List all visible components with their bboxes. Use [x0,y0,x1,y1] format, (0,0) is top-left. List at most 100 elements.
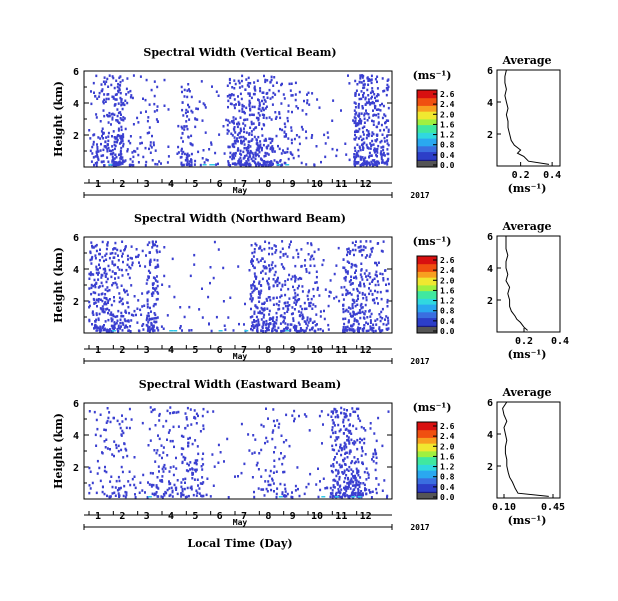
average-title: Average [501,54,551,67]
data-cell [364,103,367,106]
data-cell [277,89,280,93]
data-cell [116,419,119,423]
data-cell [380,155,383,159]
data-cell [275,296,278,299]
data-cell [366,134,369,137]
data-cell [113,247,116,250]
data-cell [249,297,252,301]
data-cell [258,452,261,455]
data-cell [380,161,383,164]
data-cell [256,147,259,150]
data-cell [233,106,236,110]
data-cell [293,288,296,292]
data-cell [119,318,122,321]
data-cell [177,151,180,154]
data-cell [282,315,285,319]
data-cell [292,256,295,259]
data-cell [290,82,293,85]
data-cell [130,319,133,322]
data-cell [382,240,385,243]
data-cell [152,282,155,285]
colorbar-segment [417,294,437,297]
data-cell [371,131,374,134]
data-cell [201,457,204,461]
data-cell [112,159,115,162]
data-cell [103,428,106,431]
data-cell [274,264,277,268]
data-cell [262,488,265,491]
data-cell [372,323,375,326]
data-cell [154,279,157,282]
data-cell [250,307,252,311]
data-cell [172,425,175,429]
data-cell [306,93,308,96]
data-cell [372,123,375,126]
data-cell [156,251,159,254]
data-cell [101,274,104,277]
data-cell [106,147,109,151]
data-cell [248,94,251,97]
data-cell [110,324,113,328]
data-cell [177,124,180,128]
data-cell [273,465,276,468]
data-cell [370,312,373,316]
data-cell [338,475,341,479]
data-cell [269,163,272,167]
colorbar-segment [417,487,437,490]
data-cell [99,479,102,483]
data-cell [111,152,114,156]
colorbar-segment [417,460,437,463]
data-cell [265,322,268,326]
data-cell [351,496,356,498]
data-cell [261,127,263,131]
data-cell [113,321,116,324]
data-cell [151,134,153,138]
data-cell [201,316,204,319]
data-cell [248,92,251,95]
data-cell [183,152,186,156]
data-cell [364,256,367,259]
data-cell [163,494,166,497]
data-cell [228,145,231,149]
day-tick-label: 2 [119,511,125,522]
data-cell [217,248,220,251]
data-cell [95,113,98,116]
data-cell [380,139,383,143]
data-cell [351,306,354,310]
data-cell [157,292,160,295]
data-cell [235,103,237,106]
data-cell [102,80,105,83]
average-x-tick-label: 0.45 [541,502,565,513]
data-cell [262,123,265,126]
data-cell [386,495,388,499]
data-cell [344,326,347,329]
average-y-tick-label: 4 [487,264,493,275]
data-cell [110,317,113,320]
data-cell [264,265,267,269]
data-cell [257,162,260,165]
data-cell [142,155,145,159]
data-cell [387,119,390,122]
data-cell [365,321,368,324]
data-cell [120,103,123,107]
data-cell [240,159,243,162]
data-cell [99,329,102,333]
data-cell [359,304,362,307]
data-cell [379,141,382,144]
data-cell [94,257,97,260]
data-cell [300,248,303,251]
data-cell [301,285,304,288]
average-profile-line [505,236,528,331]
data-cell [132,74,135,77]
data-cell [184,111,187,115]
data-cell [182,478,185,481]
data-cell [126,319,129,323]
day-tick-label: 12 [360,179,372,190]
data-cell [357,414,359,418]
colorbar-segment [417,143,437,147]
data-cell [105,302,108,306]
colorbar-segment [417,161,437,167]
data-cell [110,83,113,87]
data-cell [240,97,243,101]
data-cell [109,328,111,331]
